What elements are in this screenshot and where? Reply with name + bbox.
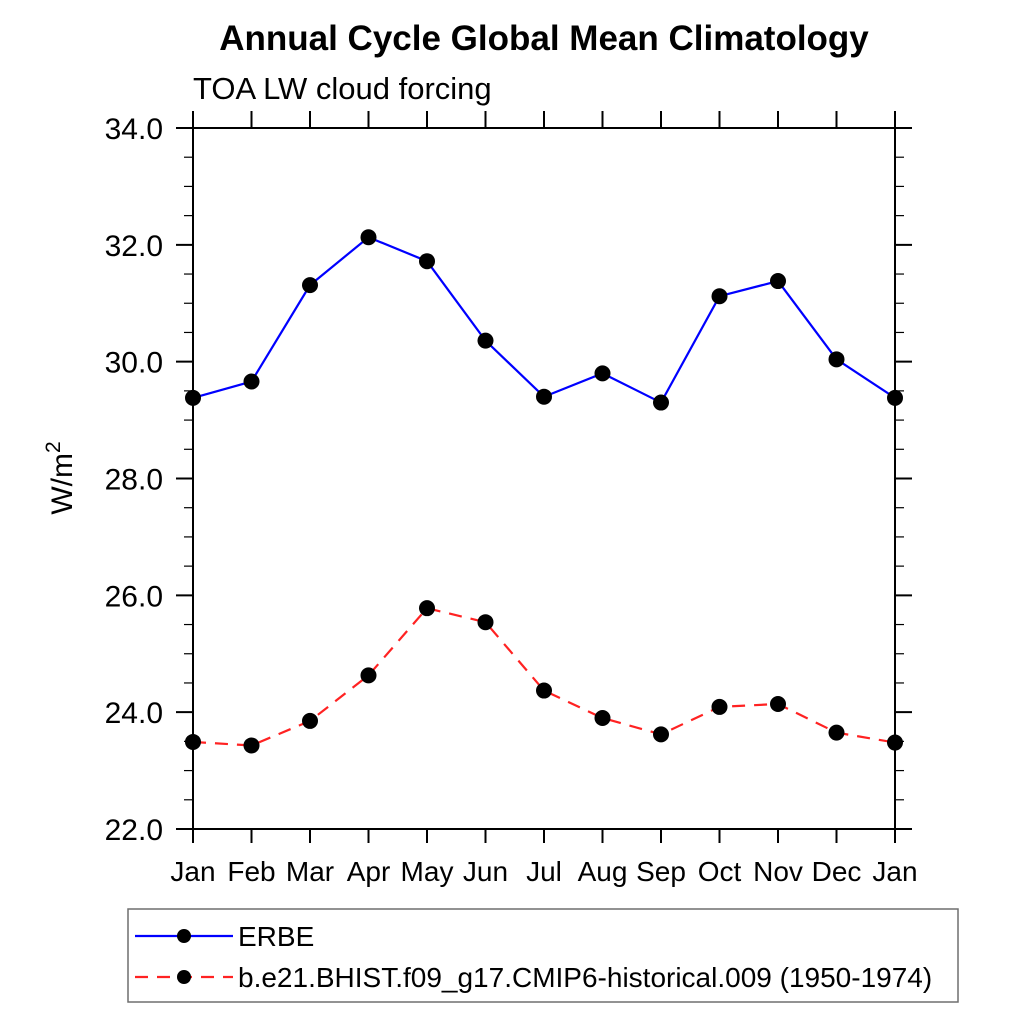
x-tick-label: May (401, 856, 454, 887)
data-series (185, 229, 903, 754)
legend-label-model: b.e21.BHIST.f09_g17.CMIP6-historical.009… (238, 962, 932, 993)
data-point (828, 351, 845, 368)
y-tick-label: 28.0 (105, 464, 163, 497)
data-point (243, 737, 260, 754)
data-point (419, 600, 435, 617)
y-tick-label: 24.0 (105, 697, 163, 730)
x-tick-label: Feb (227, 856, 275, 887)
data-point (536, 388, 552, 405)
data-point (536, 682, 552, 699)
y-tick-label: 22.0 (105, 814, 163, 847)
x-tick-label: Oct (698, 856, 742, 887)
data-point (594, 365, 611, 382)
data-point (302, 712, 318, 729)
data-point (770, 273, 786, 290)
legend-label-erbe: ERBE (238, 921, 314, 952)
x-tick-label: Jan (872, 856, 917, 887)
y-axis-label: W/m2 (42, 441, 79, 514)
data-point (185, 389, 201, 406)
data-point (653, 394, 669, 411)
chart-subtitle: TOA LW cloud forcing (193, 71, 492, 106)
x-tick-label: Jan (170, 856, 215, 887)
y-axis-label-text: W/m2 (42, 441, 79, 514)
data-point (828, 724, 845, 741)
data-point (185, 733, 201, 750)
y-tick-label: 30.0 (105, 347, 163, 380)
data-point (711, 288, 728, 305)
series-line-1 (192, 606, 896, 747)
data-point (653, 726, 669, 743)
x-tick-label: Jun (463, 856, 508, 887)
data-point (477, 614, 494, 631)
x-tick-label: Aug (578, 856, 628, 887)
y-tick-label: 32.0 (105, 230, 163, 263)
legend-box: ERBE b.e21.BHIST.f09_g17.CMIP6-historica… (127, 908, 959, 1003)
data-point (711, 698, 728, 715)
series-line-0 (192, 235, 896, 405)
x-tick-label: Dec (812, 856, 862, 887)
data-point (360, 667, 377, 684)
data-point (594, 710, 611, 727)
axis-tick-labels: 22.0 24.0 26.0 28.0 30.0 32.0 34.0 Jan Feb Mar Apr… (105, 113, 918, 887)
data-point (477, 332, 494, 349)
y-tick-label: 26.0 (105, 580, 163, 613)
data-point (887, 734, 903, 751)
data-point (302, 277, 318, 294)
data-point (419, 253, 435, 270)
data-point (243, 373, 260, 390)
legend-marker-model (177, 970, 191, 984)
x-tick-label: Jul (526, 856, 562, 887)
x-tick-label: Nov (753, 856, 803, 887)
y-tick-label: 34.0 (105, 113, 163, 146)
legend-marker-erbe (177, 929, 191, 943)
chart-title: Annual Cycle Global Mean Climatology (219, 19, 869, 58)
axis-ticks (176, 111, 912, 843)
x-tick-label: Sep (636, 856, 686, 887)
axes-frame (192, 127, 896, 830)
data-point (887, 389, 903, 406)
data-point (360, 229, 377, 246)
x-tick-label: Apr (347, 856, 391, 887)
x-tick-label: Mar (286, 856, 334, 887)
data-point (770, 695, 786, 712)
legend-border (127, 908, 959, 1003)
